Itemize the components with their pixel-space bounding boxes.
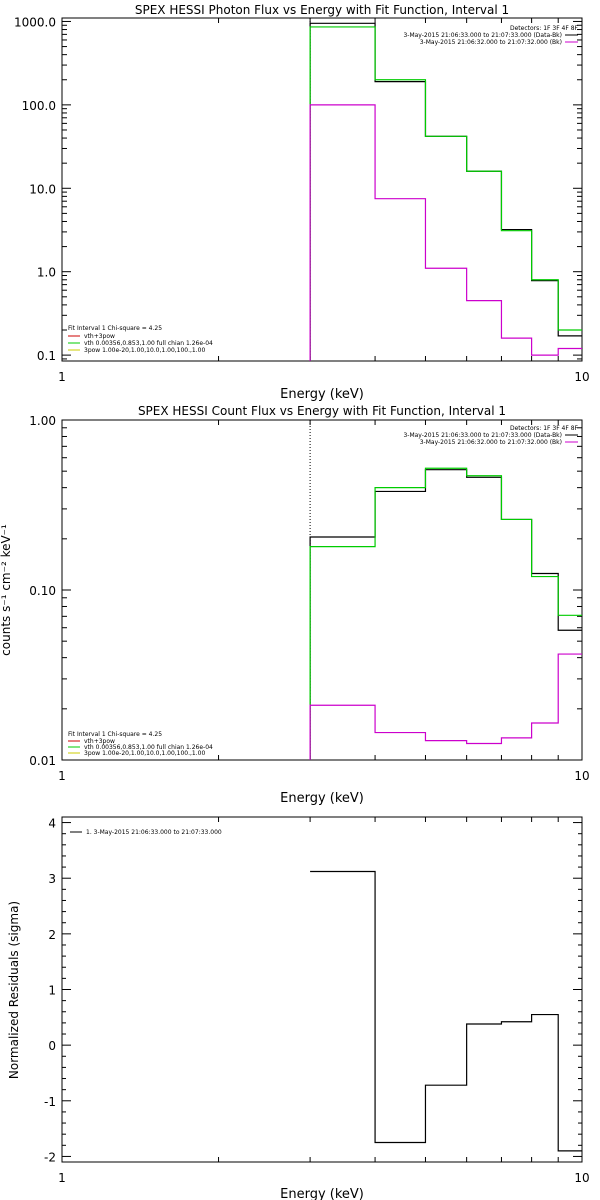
count-flux-legend-data-label: 3-May-2015 21:06:33.000 to 21:07:33.000 … [403,432,562,439]
residuals-legend-label: 1. 3-May-2015 21:06:33.000 to 21:07:33.0… [86,829,222,836]
y-tick-label: 100.0 [22,99,56,113]
fit-step-line [309,26,582,361]
count-flux-y-ticks: 0.01 0.10 1.00 [29,414,582,768]
count-flux-legend-left: Fit Interval 1 Chi-square = 4.25 vth+3po… [68,731,213,757]
bk-step-line [309,104,582,361]
photon-flux-detectors-label: Detectors: 1F 3F 4F 8F [510,25,579,32]
y-tick-label: 0.10 [29,584,56,598]
y-tick-label: 2 [48,928,56,942]
fit-step-line [309,467,582,760]
count-flux-fit-interval-label: Fit Interval 1 Chi-square = 4.25 [68,731,162,738]
photon-flux-legend-model-label: vth+3pow [84,333,115,340]
residuals-legend: 1. 3-May-2015 21:06:33.000 to 21:07:33.0… [70,829,222,836]
photon-flux-series [309,18,582,361]
y-tick-label: 0 [48,1039,56,1053]
photon-flux-title: SPEX HESSI Photon Flux vs Energy with Fi… [135,3,509,17]
photon-flux-y-ticks: 0.1 1.0 10.0 100.0 1000.0 [14,15,582,363]
photon-flux-axes-frame [61,17,583,362]
y-tick-label: 1.00 [29,414,56,428]
photon-flux-x-axis-label: Energy (keV) [280,387,364,402]
count-flux-x-axis-label: Energy (keV) [280,791,364,806]
y-tick-label: 1.0 [37,266,56,280]
y-tick-label: 1 [48,984,56,998]
count-flux-legend-model-label: vth+3pow [84,738,115,745]
count-flux-y-axis-label: counts s⁻¹ cm⁻² keV⁻¹ [0,524,13,656]
y-tick-label: 0.1 [37,349,56,363]
photon-flux-legend-vth-label: vth 0.00356,0.853,1.00 full chian 1.26e-… [84,340,213,347]
y-tick-label: 10.0 [29,182,56,196]
photon-flux-legend-bk-label: 3-May-2015 21:06:32.000 to 21:07:32.000 … [420,39,562,46]
photon-flux-legend-left: Fit Interval 1 Chi-square = 4.25 vth+3po… [68,325,213,354]
x-tick-label: 10 [574,1171,589,1185]
y-tick-label: -1 [44,1095,56,1109]
photon-flux-fit-interval-label: Fit Interval 1 Chi-square = 4.25 [68,325,162,332]
residuals-x-axis-label: Energy (keV) [280,1187,364,1200]
residuals-panel: 1 10 -2 -1 0 1 2 3 4 Energy (keV) Normalized Re… [7,816,590,1200]
x-tick-label: 10 [574,769,589,783]
y-tick-label: 1000.0 [14,15,56,29]
y-tick-label: -2 [44,1150,56,1164]
resid-step-line [310,870,582,1152]
residuals-y-axis-label: Normalized Residuals (sigma) [7,901,21,1079]
bk-step-line [309,653,582,760]
photon-flux-legend-right: Detectors: 1F 3F 4F 8F 3-May-2015 21:06:… [403,25,578,46]
count-flux-legend-3pow-label: 3pow 1.00e-20,1.00,10.0,1.00,100.,1.00 [84,750,205,757]
x-tick-label: 10 [574,370,589,384]
photon-flux-panel: SPEX HESSI Photon Flux vs Energy with Fi… [14,3,590,402]
photon-flux-legend-data-label: 3-May-2015 21:06:33.000 to 21:07:33.000 … [403,32,562,39]
residuals-y-ticks: -2 -1 0 1 2 3 4 [44,817,582,1164]
y-tick-label: 0.01 [29,754,56,768]
y-tick-label: 4 [48,817,56,831]
x-tick-label: 1 [58,1171,66,1185]
residuals-series [310,870,582,1152]
x-tick-label: 1 [58,370,66,384]
count-flux-series [309,420,582,760]
count-flux-legend-vth-label: vth 0.00356,0.853,1.00 full chian 1.26e-… [84,744,213,751]
y-tick-label: 3 [48,872,56,886]
count-flux-title: SPEX HESSI Count Flux vs Energy with Fit… [138,404,506,418]
photon-flux-legend-3pow-label: 3pow 1.00e-20,1.00,10.0,1.00,100.,1.00 [84,347,205,354]
residuals-x-ticks: 1 10 [58,817,590,1185]
count-flux-legend-bk-label: 3-May-2015 21:06:32.000 to 21:07:32.000 … [420,439,562,446]
count-flux-detectors-label: Detectors: 1F 3F 4F 8F [510,425,579,432]
count-flux-panel: SPEX HESSI Count Flux vs Energy with Fit… [0,404,590,806]
count-flux-x-ticks: 1 10 [58,420,590,783]
x-tick-label: 1 [58,769,66,783]
count-flux-legend-right: Detectors: 1F 3F 4F 8F 3-May-2015 21:06:… [403,425,578,446]
